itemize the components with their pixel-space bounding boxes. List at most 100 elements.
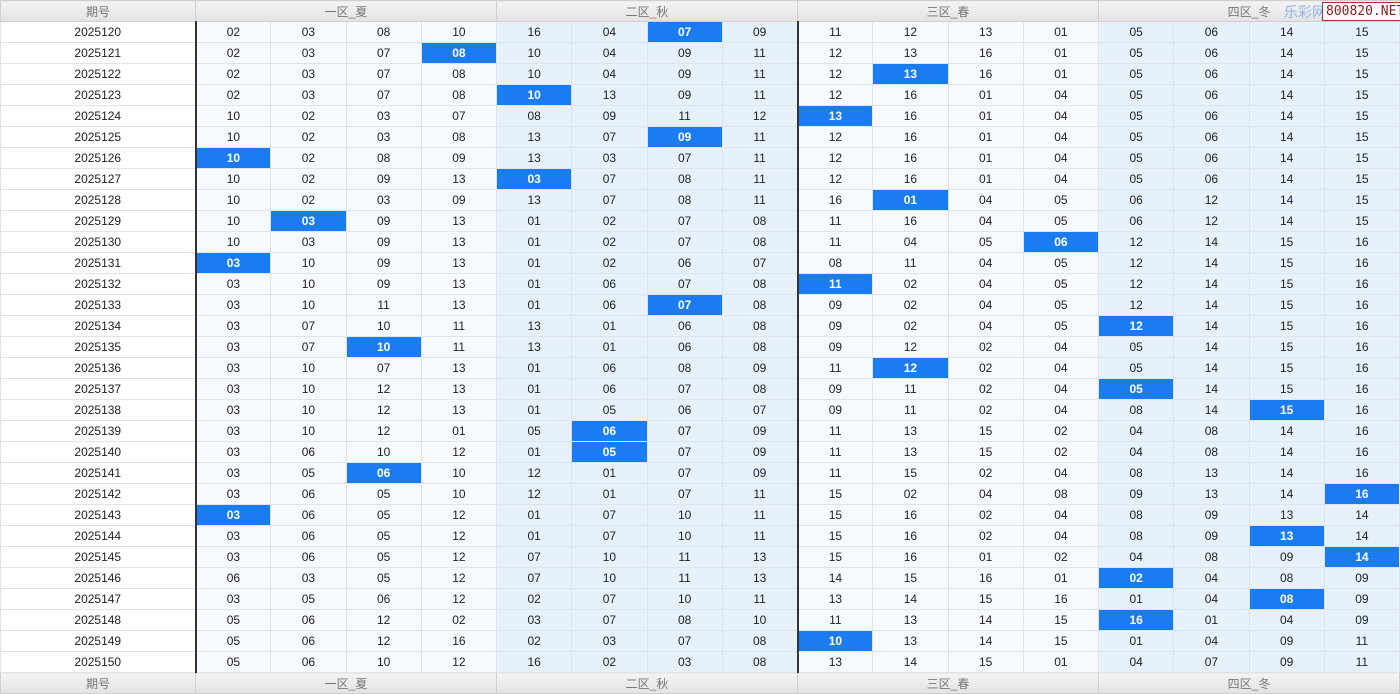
number-cell: 12 [420,546,498,568]
number-cell: 14 [796,567,874,589]
number-cell: 10 [495,63,573,85]
number-cell: 12 [345,420,422,442]
number-cell: 10 [194,210,272,232]
footer-zone-2: 二区_秋 [496,672,798,694]
period-cell: 2025123 [0,84,197,106]
number-cell: 11 [420,336,498,358]
number-cell: 14 [1248,168,1325,190]
number-cell: 09 [646,42,723,64]
number-cell: 03 [194,546,272,568]
number-cell: 01 [495,504,573,526]
number-cell: 12 [420,567,498,589]
table-row: 2025125 10 02 03 08 13 07 09 11 12 16 01 04 05 06 14 15 [0,126,1400,148]
number-cell: 13 [420,273,498,295]
number-cell: 13 [796,588,874,610]
number-cell: 08 [721,315,799,337]
number-cell: 03 [194,294,272,316]
number-cell: 03 [495,609,573,631]
number-cell: 07 [571,504,648,526]
footer-period: 期号 [0,672,196,694]
highlighted-number-cell: 07 [646,294,723,316]
number-cell: 11 [796,441,874,463]
number-cell: 09 [796,399,874,421]
number-cell: 08 [1173,420,1250,442]
number-cell: 16 [872,504,949,526]
number-cell: 07 [721,399,799,421]
number-cell: 06 [1173,42,1250,64]
table-row: 2025132 03 10 09 13 01 06 07 08 11 02 04 05 12 14 15 16 [0,273,1400,295]
number-cell: 14 [1248,126,1325,148]
number-cell: 15 [872,567,949,589]
number-cell: 01 [571,315,648,337]
number-cell: 11 [721,84,799,106]
highlighted-number-cell: 03 [194,504,272,526]
number-cell: 01 [571,483,648,505]
number-cell: 15 [1248,315,1325,337]
number-cell: 08 [796,252,874,274]
number-cell: 11 [721,168,799,190]
number-cell: 14 [1173,336,1250,358]
number-cell: 16 [1323,273,1400,295]
number-cell: 09 [420,147,498,169]
number-cell: 03 [270,567,347,589]
number-cell: 11 [721,147,799,169]
number-cell: 11 [1323,630,1400,652]
highlighted-number-cell: 10 [796,630,874,652]
number-cell: 15 [1248,378,1325,400]
number-cell: 03 [194,420,272,442]
table-row: 2025136 03 10 07 13 01 06 08 09 11 12 02 04 05 14 15 16 [0,357,1400,379]
number-cell: 06 [1097,189,1175,211]
number-cell: 12 [1097,294,1175,316]
number-cell: 15 [1022,609,1100,631]
number-cell: 13 [721,567,799,589]
period-cell: 2025130 [0,231,197,253]
header-zone-3: 三区_春 [797,0,1099,22]
number-cell: 03 [345,126,422,148]
number-cell: 16 [1323,462,1400,484]
number-cell: 06 [1173,168,1250,190]
number-cell: 11 [721,42,799,64]
number-cell: 11 [796,21,874,43]
number-cell: 14 [1173,273,1250,295]
period-cell: 2025136 [0,357,197,379]
number-cell: 09 [571,105,648,127]
number-cell: 10 [646,588,723,610]
number-cell: 04 [1097,546,1175,568]
number-cell: 02 [872,294,949,316]
number-cell: 11 [345,294,422,316]
number-cell: 11 [646,105,723,127]
number-cell: 06 [1173,21,1250,43]
number-cell: 02 [420,609,498,631]
number-cell: 01 [495,231,573,253]
table-row: 2025149 05 06 12 16 02 03 07 08 10 13 14 15 01 04 09 11 [0,630,1400,652]
number-cell: 16 [796,189,874,211]
number-cell: 13 [796,651,874,673]
number-cell: 09 [1323,567,1400,589]
table-row: 2025148 05 06 12 02 03 07 08 10 11 13 14 15 16 01 04 09 [0,609,1400,631]
number-cell: 05 [345,483,422,505]
number-cell: 13 [495,147,573,169]
number-cell: 04 [1022,378,1100,400]
highlighted-number-cell: 13 [796,105,874,127]
number-cell: 03 [194,525,272,547]
number-cell: 15 [796,546,874,568]
number-cell: 12 [495,483,573,505]
number-cell: 03 [194,378,272,400]
number-cell: 09 [1173,504,1250,526]
period-cell: 2025143 [0,504,197,526]
number-cell: 08 [721,651,799,673]
number-cell: 03 [194,357,272,379]
number-cell: 01 [495,357,573,379]
number-cell: 04 [1022,462,1100,484]
number-cell: 14 [947,609,1024,631]
number-cell: 15 [1323,21,1400,43]
number-cell: 14 [1173,378,1250,400]
period-cell: 2025126 [0,147,197,169]
number-cell: 04 [947,315,1024,337]
footer-zone-3: 三区_春 [797,672,1099,694]
number-cell: 02 [947,462,1024,484]
number-cell: 03 [270,21,347,43]
number-cell: 03 [194,315,272,337]
number-cell: 07 [646,231,723,253]
table-row: 2025138 03 10 12 13 01 05 06 07 09 11 02 04 08 14 15 16 [0,399,1400,421]
